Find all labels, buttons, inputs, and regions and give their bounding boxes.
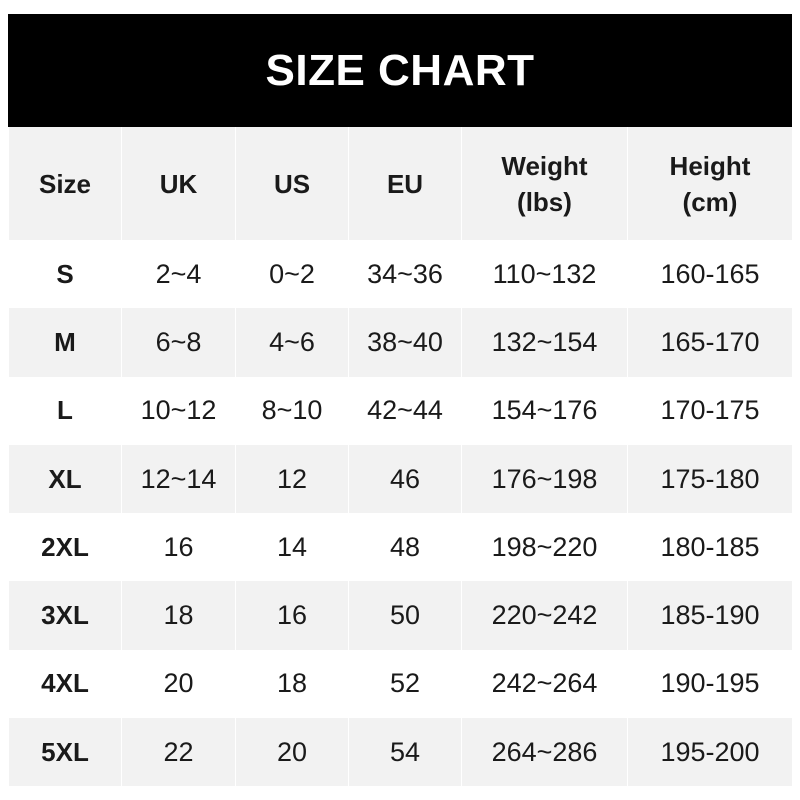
table-row: XL 12~14 12 46 176~198 175-180 [8,444,793,514]
table-cell: 165-170 [627,308,793,377]
table-row: M 6~8 4~6 38~40 132~154 165-170 [8,308,793,377]
table-cell: 154~176 [461,376,628,445]
table-row: S 2~4 0~2 34~36 110~132 160-165 [8,240,793,309]
column-header: Size [8,127,122,240]
table-row: L 10~12 8~10 42~44 154~176 170-175 [8,376,793,445]
table-cell: 22 [121,718,236,787]
page-title: SIZE CHART [8,14,792,127]
table-cell: 16 [235,581,349,650]
table-cell: 198~220 [461,513,628,582]
table-cell: 175-180 [627,444,793,514]
column-header-label: US [273,168,311,199]
table-cell: 18 [121,581,236,650]
table-cell: 10~12 [121,376,236,445]
table-cell: 48 [348,513,462,582]
table-cell: 195-200 [627,718,793,787]
table-cell: 34~36 [348,240,462,309]
size-label: S [8,240,122,309]
table-cell: 46 [348,444,462,514]
table-cell: 132~154 [461,308,628,377]
table-cell: 160-165 [627,240,793,309]
table-row: 4XL 20 18 52 242~264 190-195 [8,649,793,719]
size-label: 4XL [8,649,122,719]
table-row: 2XL 16 14 48 198~220 180-185 [8,513,793,582]
size-label: M [8,308,122,377]
table-cell: 190-195 [627,649,793,719]
size-chart-table: Size UK US EU Weight (lbs) Height (cm) S 2~4 0~2 3… [8,127,793,787]
table-cell: 180-185 [627,513,793,582]
table-cell: 0~2 [235,240,349,309]
table-cell: 52 [348,649,462,719]
column-header-unit: (lbs) [517,186,572,217]
size-label: 2XL [8,513,122,582]
table-cell: 176~198 [461,444,628,514]
column-header-label: Size [38,168,92,199]
table-cell: 170-175 [627,376,793,445]
table-cell: 185-190 [627,581,793,650]
table-cell: 220~242 [461,581,628,650]
column-header-unit: (cm) [682,186,738,217]
table-cell: 14 [235,513,349,582]
table-cell: 20 [235,718,349,787]
column-header: UK [121,127,236,240]
size-label: XL [8,444,122,514]
column-header-label: UK [159,168,198,199]
table-cell: 54 [348,718,462,787]
column-header: Weight (lbs) [461,127,628,240]
size-label: 3XL [8,581,122,650]
table-cell: 16 [121,513,236,582]
table-cell: 38~40 [348,308,462,377]
table-row: 3XL 18 16 50 220~242 185-190 [8,581,793,650]
table-cell: 12 [235,444,349,514]
table-cell: 4~6 [235,308,349,377]
table-cell: 18 [235,649,349,719]
column-header: US [235,127,349,240]
table-cell: 110~132 [461,240,628,309]
table-cell: 42~44 [348,376,462,445]
table-cell: 8~10 [235,376,349,445]
size-label: 5XL [8,718,122,787]
column-header: EU [348,127,462,240]
table-cell: 2~4 [121,240,236,309]
header-row: Size UK US EU Weight (lbs) Height (cm) [8,127,793,240]
column-header-label: Height [669,150,751,181]
column-header-label: Weight [501,150,588,181]
size-label: L [8,376,122,445]
table-cell: 20 [121,649,236,719]
table-cell: 50 [348,581,462,650]
table-cell: 6~8 [121,308,236,377]
table-cell: 12~14 [121,444,236,514]
column-header: Height (cm) [627,127,793,240]
column-header-label: EU [386,168,424,199]
table-cell: 264~286 [461,718,628,787]
table-row: 5XL 22 20 54 264~286 195-200 [8,718,793,787]
table-cell: 242~264 [461,649,628,719]
